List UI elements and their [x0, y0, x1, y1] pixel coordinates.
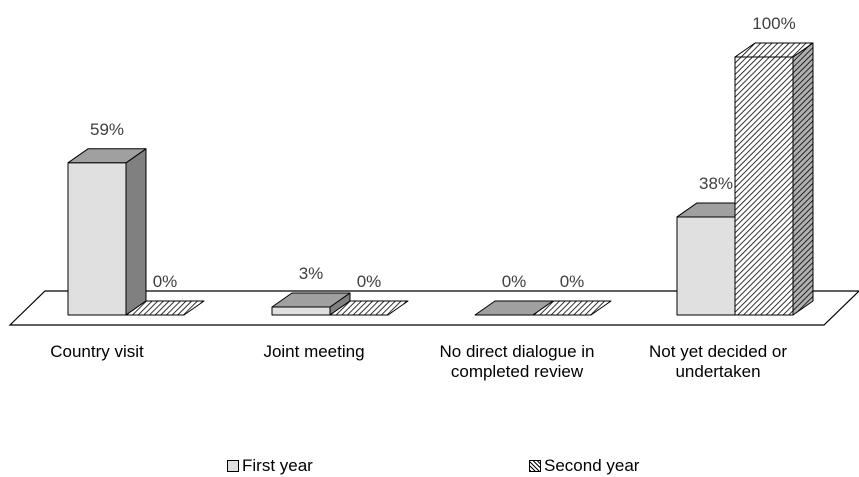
- bar-side: [125, 148, 147, 316]
- data-label: 0%: [357, 272, 382, 291]
- bar-side: [792, 42, 814, 316]
- legend-label: Second year: [544, 456, 640, 475]
- bar-front: [67, 162, 127, 316]
- data-label: 59%: [90, 120, 124, 139]
- data-label: 0%: [153, 272, 178, 291]
- data-label: 0%: [560, 272, 585, 291]
- category-label: Joint meeting: [263, 342, 365, 361]
- bar-top: [532, 300, 612, 316]
- bar-front: [676, 216, 736, 316]
- category-label: Country visit: [50, 342, 144, 361]
- bar-second-year: [329, 300, 409, 316]
- legend-swatch-first-year: [227, 460, 239, 472]
- category-label: No direct dialogue in completed review: [439, 342, 595, 381]
- data-label: 0%: [502, 272, 527, 291]
- bar-top: [67, 148, 147, 164]
- bar-second-year: [734, 42, 814, 316]
- legend-item-first-year: First year: [227, 456, 313, 476]
- data-label: 100%: [752, 14, 795, 33]
- bar-top: [271, 292, 351, 308]
- bar-top: [734, 42, 814, 58]
- bar-front: [734, 56, 794, 316]
- legend-swatch-second-year: [529, 460, 541, 472]
- data-label: 3%: [299, 264, 324, 283]
- bar-front: [271, 306, 331, 316]
- bar-second-year: [125, 300, 205, 316]
- data-label: 38%: [699, 174, 733, 193]
- legend-item-second-year: Second year: [529, 456, 639, 476]
- bar-second-year: [532, 300, 612, 316]
- legend-label: First year: [242, 456, 313, 475]
- bar-first-year: [67, 148, 147, 316]
- bar-top: [329, 300, 409, 316]
- category-label: Not yet decided or undertaken: [649, 342, 787, 381]
- bar-first-year: [271, 292, 351, 316]
- bar-top: [125, 300, 205, 316]
- chart-floor: [8, 290, 859, 326]
